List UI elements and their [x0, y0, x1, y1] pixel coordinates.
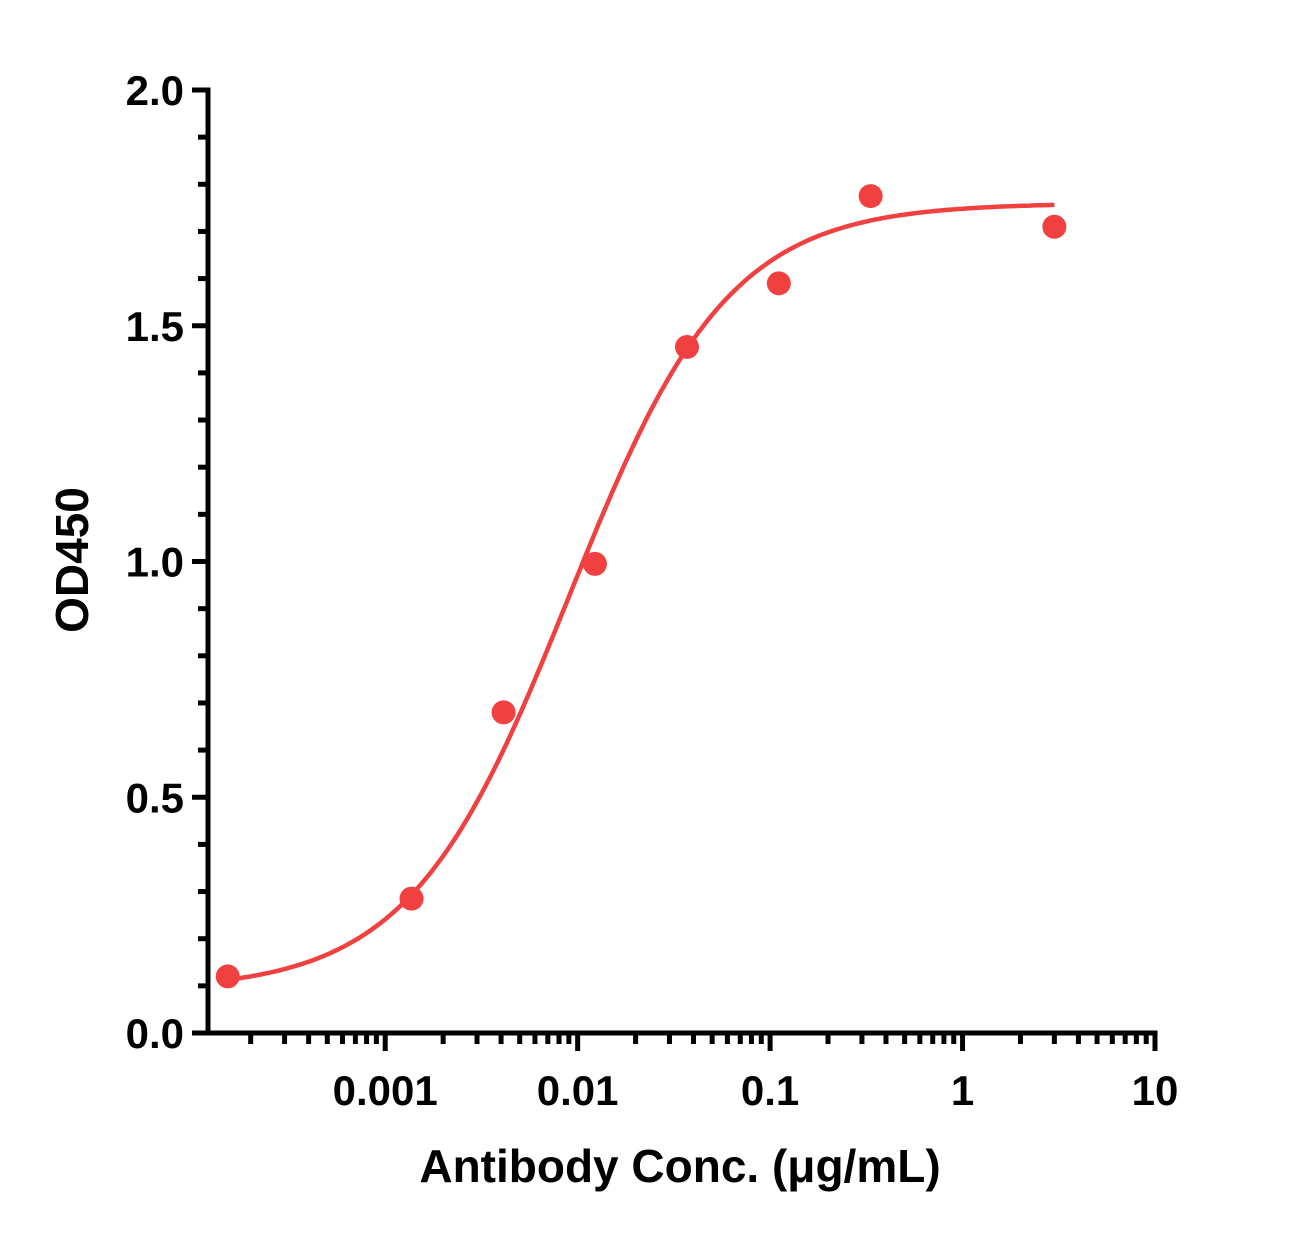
data-point: [215, 964, 240, 989]
x-axis-title: Antibody Conc. (μg/mL): [419, 1140, 940, 1192]
y-tick-label: 2.0: [126, 67, 184, 114]
x-tick-label: 1: [951, 1067, 974, 1114]
fit-curve: [227, 202, 1055, 983]
x-tick-label: 0.1: [741, 1067, 799, 1114]
y-tick-label: 0.0: [126, 1010, 184, 1057]
data-point: [582, 551, 607, 576]
data-point: [766, 271, 791, 296]
y-axis: 0.0 0.5 1.0 1.5 2.0: [126, 67, 211, 1057]
data-point: [1042, 214, 1067, 239]
x-tick-label: 10: [1132, 1067, 1179, 1114]
x-tick-label: 0.001: [333, 1067, 438, 1114]
y-tick-label: 1.0: [126, 539, 184, 586]
y-tick-label: 0.5: [126, 774, 184, 821]
data-points-layer: [215, 184, 1067, 989]
data-point: [675, 334, 700, 359]
y-tick-label: 1.5: [126, 303, 184, 350]
fit-curve-layer: [227, 202, 1055, 983]
data-point: [858, 184, 883, 209]
y-axis-title: OD450: [46, 487, 98, 633]
data-point: [399, 886, 424, 911]
x-tick-label: 0.01: [537, 1067, 619, 1114]
x-axis: 0.001 0.01 0.1 1 10: [205, 1030, 1179, 1114]
data-point: [491, 700, 516, 725]
